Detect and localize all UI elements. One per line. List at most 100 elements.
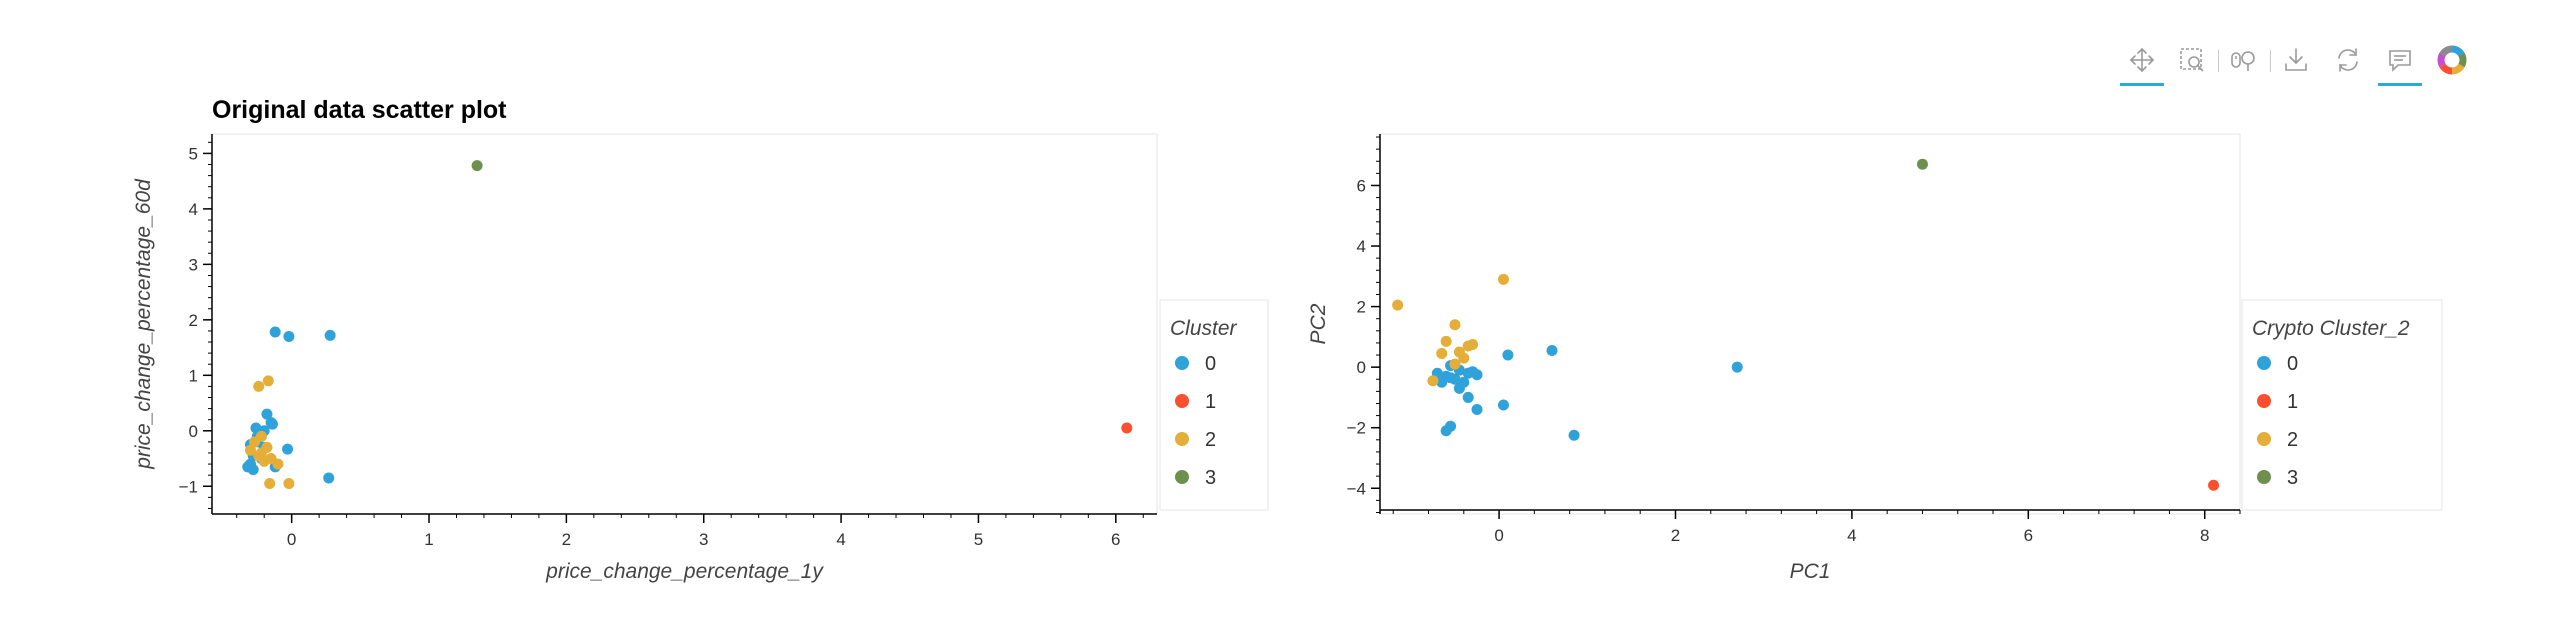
chart-title: Original data scatter plot xyxy=(212,96,507,124)
point-cluster-2 xyxy=(1440,335,1452,347)
point-cluster-2 xyxy=(1436,348,1448,360)
hover-icon xyxy=(2389,50,2411,72)
plot-toolbar xyxy=(2120,38,2480,88)
x-tick-label: 3 xyxy=(699,530,708,549)
point-cluster-2 xyxy=(249,436,261,448)
y-tick-label: 2 xyxy=(1357,298,1366,317)
legend-label: 3 xyxy=(2287,467,2298,489)
y-axis: −4 −2 0 2 4 6 PC2 xyxy=(1307,134,1381,514)
pan-tool-icon xyxy=(2129,47,2155,73)
legend-label: 1 xyxy=(1205,391,1216,413)
legend-label: 3 xyxy=(1205,467,1216,489)
x-tick-label: 6 xyxy=(2024,526,2033,545)
point-cluster-2 xyxy=(262,375,274,387)
legend-title: Crypto Cluster_2 xyxy=(2252,317,2410,340)
point-cluster-2 xyxy=(1458,352,1470,364)
legend-label: 2 xyxy=(1205,429,1216,451)
point-cluster-2 xyxy=(283,477,295,489)
plot-area xyxy=(1379,133,2241,515)
y-tick-label: 4 xyxy=(189,200,198,219)
bokeh-logo-button[interactable] xyxy=(2430,38,2474,82)
point-cluster-2 xyxy=(1449,358,1461,370)
point-cluster-0 xyxy=(1471,404,1483,416)
legend-swatch-2 xyxy=(1175,432,1189,446)
x-tick-label: 0 xyxy=(1494,526,1503,545)
wheel-zoom-icon xyxy=(2231,51,2255,71)
y-tick-label: −2 xyxy=(1347,419,1366,438)
point-cluster-3 xyxy=(471,160,483,172)
point-cluster-0 xyxy=(323,472,335,484)
y-tick-label: −4 xyxy=(1347,479,1366,498)
x-tick-label: 0 xyxy=(287,530,296,549)
y-tick-label: −1 xyxy=(179,477,198,496)
point-cluster-0 xyxy=(1546,344,1558,356)
point-cluster-0 xyxy=(261,408,273,420)
y-axis: −1 0 1 2 3 4 5 price_change_percentage_60d xyxy=(132,134,213,514)
point-cluster-2 xyxy=(264,477,276,489)
hover-tool-button[interactable] xyxy=(2378,38,2422,86)
y-axis-label: PC2 xyxy=(1307,303,1330,344)
legend-label: 2 xyxy=(2287,429,2298,451)
toolbar-separator xyxy=(2218,50,2219,72)
y-tick-label: 5 xyxy=(189,144,198,163)
legend-swatch-3 xyxy=(2257,470,2271,484)
point-cluster-3 xyxy=(1916,158,1928,170)
point-cluster-2 xyxy=(272,458,284,470)
point-cluster-0 xyxy=(283,330,295,342)
x-axis-label: PC1 xyxy=(1790,560,1831,583)
save-button[interactable] xyxy=(2274,38,2318,82)
legend-box xyxy=(2241,299,2443,511)
x-tick-label: 2 xyxy=(1671,526,1680,545)
x-tick-label: 6 xyxy=(1111,530,1120,549)
scatter-points xyxy=(242,160,1133,489)
reset-icon xyxy=(2338,48,2358,72)
point-cluster-0 xyxy=(265,416,277,428)
box-zoom-icon xyxy=(2180,48,2204,72)
legend-swatch-0 xyxy=(2257,356,2271,370)
point-cluster-2 xyxy=(1427,375,1439,387)
y-tick-label: 3 xyxy=(189,255,198,274)
point-cluster-0 xyxy=(269,326,281,338)
legend-label: 1 xyxy=(2287,391,2298,413)
x-axis: 0 1 2 3 4 5 6 price_change_percentage_1y xyxy=(212,513,1157,583)
point-cluster-2 xyxy=(244,444,256,456)
legend-swatch-3 xyxy=(1175,470,1189,484)
plot-area xyxy=(211,133,1158,515)
point-cluster-0 xyxy=(1458,376,1470,388)
y-tick-label: 2 xyxy=(189,311,198,330)
x-tick-label: 4 xyxy=(836,530,845,549)
point-cluster-0 xyxy=(1471,369,1483,381)
y-tick-label: 6 xyxy=(1357,176,1366,195)
y-tick-label: 1 xyxy=(189,366,198,385)
y-tick-label: 0 xyxy=(189,422,198,441)
point-cluster-0 xyxy=(1497,399,1509,411)
box-zoom-button[interactable] xyxy=(2170,38,2214,82)
point-cluster-0 xyxy=(242,461,254,473)
pan-tool-button[interactable] xyxy=(2120,38,2164,86)
y-tick-label: 0 xyxy=(1357,358,1366,377)
point-cluster-2 xyxy=(1449,319,1461,331)
x-tick-label: 2 xyxy=(562,530,571,549)
legend-label: 0 xyxy=(2287,353,2298,375)
x-tick-label: 4 xyxy=(1847,526,1856,545)
point-cluster-2 xyxy=(255,447,267,459)
point-cluster-0 xyxy=(1568,429,1580,441)
legend-swatch-1 xyxy=(1175,394,1189,408)
y-axis-label: price_change_percentage_60d xyxy=(132,178,155,470)
wheel-zoom-button[interactable] xyxy=(2222,38,2266,82)
x-tick-label: 8 xyxy=(2200,526,2209,545)
point-cluster-0 xyxy=(1462,391,1474,403)
chart-2: 0 2 4 6 8 PC1 −4 −2 0 2 4 6 PC2 Crypto Cluster_2 0 1 2 3 xyxy=(1307,133,2443,583)
y-tick-label: 4 xyxy=(1357,237,1366,256)
point-cluster-2 xyxy=(253,380,265,392)
point-cluster-2 xyxy=(1467,338,1479,350)
point-cluster-0 xyxy=(1502,349,1514,361)
reset-button[interactable] xyxy=(2326,38,2370,82)
legend: Cluster 0 1 2 3 xyxy=(1159,299,1269,511)
point-cluster-2 xyxy=(1392,299,1404,311)
x-axis: 0 2 4 6 8 PC1 xyxy=(1380,509,2241,583)
point-cluster-0 xyxy=(1731,361,1743,373)
point-cluster-2 xyxy=(1497,273,1509,285)
legend-label: 0 xyxy=(1205,353,1216,375)
